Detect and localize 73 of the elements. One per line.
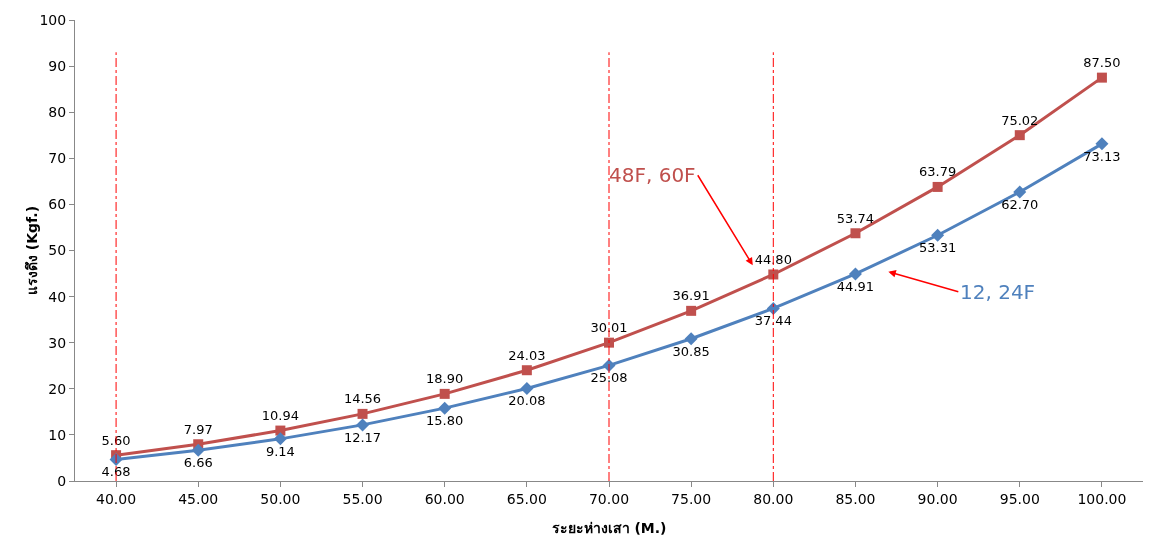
- data-label: 44.91: [836, 278, 875, 294]
- x-tick-label: 95.00: [999, 490, 1040, 507]
- data-label: 9.14: [265, 443, 295, 459]
- y-tick-label: 50: [48, 242, 67, 259]
- data-label: 18.90: [426, 371, 464, 387]
- x-tick-label: 60.00: [424, 490, 465, 507]
- point: [439, 388, 450, 399]
- y-axis-title: แรงดึง (Kgf.): [24, 205, 40, 296]
- data-label: 4.68: [101, 464, 131, 480]
- data-label: 24.03: [508, 347, 546, 363]
- x-tick-label: 65.00: [506, 490, 547, 507]
- data-label: 6.66: [183, 455, 213, 471]
- data-label: 30.85: [672, 343, 710, 359]
- point: [191, 443, 205, 457]
- point: [1095, 137, 1109, 151]
- y-tick-label: 40: [48, 288, 67, 305]
- x-axis-title: ระยะห่างเสา (M.): [551, 520, 667, 536]
- y-tick-label: 80: [48, 104, 67, 121]
- y-tick-label: 30: [48, 334, 67, 351]
- point: [1013, 185, 1027, 199]
- data-label: 63.79: [919, 164, 957, 180]
- data-label: 10.94: [261, 408, 299, 424]
- data-label: 25.08: [590, 370, 628, 386]
- data-label: 73.13: [1083, 148, 1121, 164]
- y-tick-label: 10: [48, 426, 67, 443]
- point: [1096, 72, 1107, 83]
- y-tick-label: 90: [48, 58, 67, 74]
- text: 12, 24F: [960, 280, 1036, 304]
- y-tick-label: 70: [48, 150, 67, 167]
- y-tick-label: 20: [48, 380, 67, 397]
- data-label: 62.70: [1001, 196, 1039, 212]
- point: [686, 305, 697, 316]
- data-label: 37.44: [754, 313, 792, 329]
- point: [768, 269, 779, 280]
- data-label: 14.56: [343, 391, 382, 407]
- data-label: 7.97: [183, 421, 213, 437]
- point: [684, 332, 698, 346]
- data-label: 30.01: [590, 320, 628, 336]
- point: [604, 337, 614, 348]
- x-tick-label: 50.00: [260, 490, 301, 507]
- y-tick-label: 60: [48, 196, 67, 213]
- point: [850, 228, 861, 239]
- data-label: 87.50: [1083, 55, 1121, 71]
- point: [357, 408, 368, 419]
- data-label: 53.74: [836, 210, 875, 226]
- point: [932, 181, 943, 192]
- x-tick-label: 45.00: [178, 490, 219, 507]
- data-label: 36.91: [672, 288, 710, 304]
- x-tick-label: 40.00: [96, 490, 137, 507]
- data-label: 15.80: [426, 413, 464, 429]
- point: [521, 365, 532, 376]
- text: 48F, 60F: [609, 163, 696, 187]
- x-tick-label: 75.00: [671, 490, 712, 507]
- point: [848, 267, 862, 281]
- x-tick-label: 70.00: [588, 490, 630, 507]
- x-tick-label: 85.00: [835, 490, 876, 507]
- x-tick-label: 90.00: [917, 490, 958, 507]
- x-tick-label: 100.00: [1077, 490, 1127, 507]
- data-label: 20.08: [508, 393, 546, 409]
- data-label: 75.02: [1001, 112, 1039, 128]
- y-tick-label: 100: [39, 11, 67, 28]
- point: [273, 432, 287, 446]
- point: [438, 401, 452, 415]
- point: [1014, 130, 1025, 141]
- point: [520, 381, 534, 395]
- point: [766, 301, 780, 315]
- point: [931, 228, 945, 242]
- data-label: 12.17: [343, 429, 382, 445]
- point: [356, 418, 370, 432]
- y-tick-label: 0: [57, 472, 67, 489]
- data-label: 53.31: [919, 240, 957, 256]
- x-tick-label: 80.00: [753, 490, 794, 507]
- x-tick-label: 55.00: [342, 490, 383, 507]
